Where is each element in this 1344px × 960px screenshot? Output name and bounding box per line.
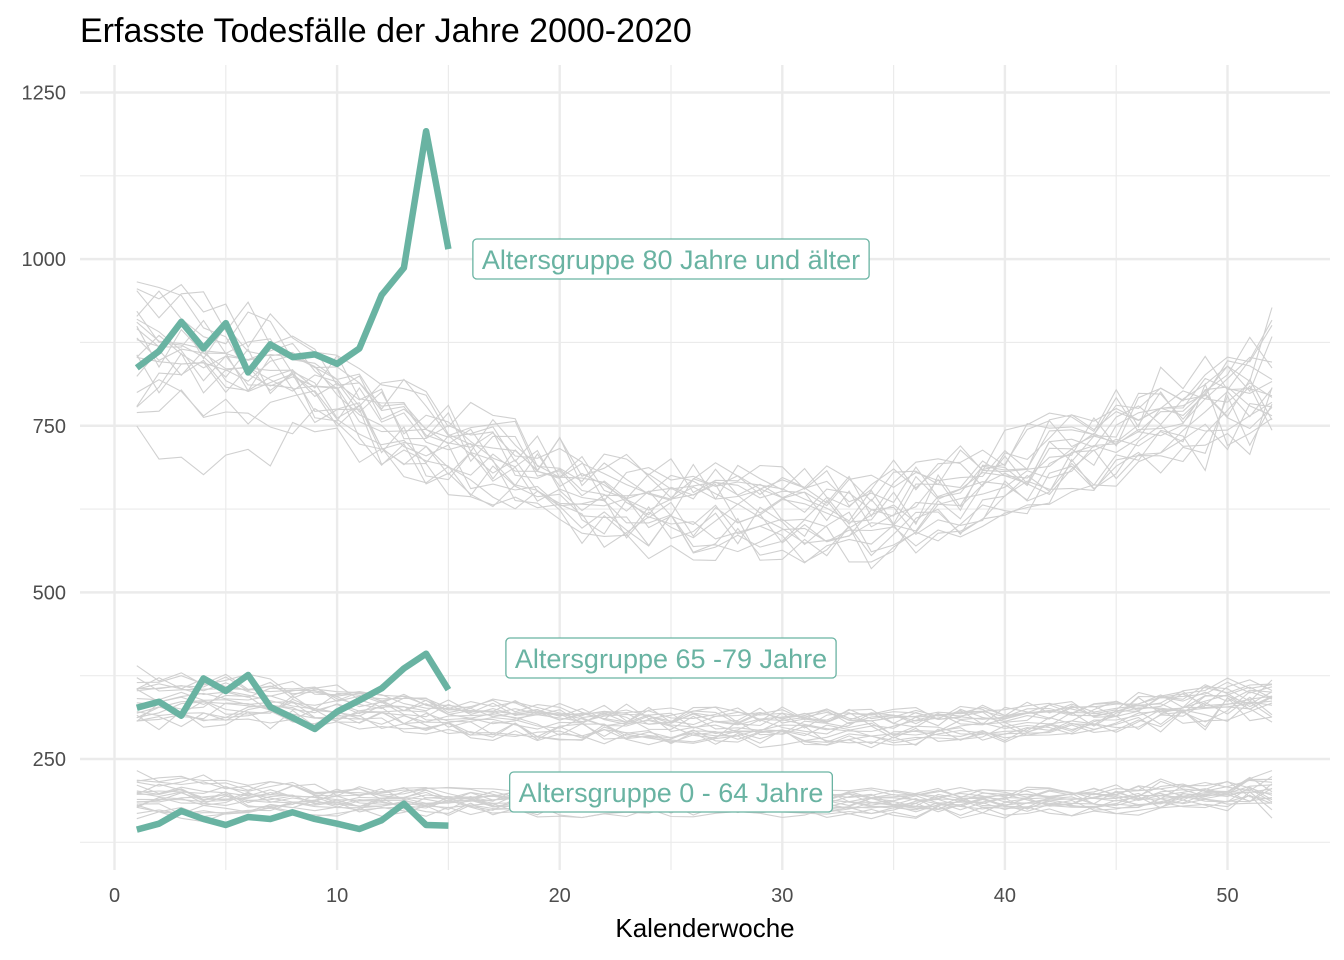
background-year-line (136, 389, 1273, 544)
background-year-line (136, 673, 1273, 726)
y-tick-label: 1000 (22, 249, 67, 271)
major-gridlines (80, 65, 1330, 870)
background-year-lines (136, 281, 1273, 823)
y-tick-label: 250 (33, 749, 66, 771)
y-axis-tick-labels: 250 500 750 1000 1250 (22, 83, 67, 772)
background-year-line (136, 359, 1273, 526)
background-year-line (136, 677, 1273, 722)
x-tick-label: 20 (549, 885, 571, 907)
x-axis-label: Kalenderwoche (615, 913, 794, 943)
series-label: Altersgruppe 80 Jahre und älter (472, 238, 870, 280)
background-year-line (136, 676, 1273, 725)
series-label-box (509, 771, 833, 813)
series-label-box (472, 238, 870, 280)
background-year-line (136, 689, 1273, 731)
background-year-line (136, 677, 1273, 724)
background-year-line (136, 336, 1273, 526)
background-year-line (136, 318, 1273, 563)
x-axis-tick-labels: 0 10 20 30 40 50 (109, 885, 1239, 907)
series-labels: Altersgruppe 80 Jahre und älter Altersgru… (472, 238, 870, 813)
minor-gridlines (80, 65, 1330, 870)
background-year-line (136, 320, 1273, 518)
background-year-line (136, 354, 1273, 528)
background-year-line (136, 701, 1273, 737)
background-year-line (136, 321, 1273, 561)
series-label: Altersgruppe 0 - 64 Jahre (509, 771, 833, 813)
x-tick-label: 0 (109, 885, 120, 907)
y-tick-label: 500 (33, 582, 66, 604)
highlight-series-line (134, 127, 452, 376)
highlighted-2020-lines (134, 127, 452, 833)
background-year-line (136, 334, 1273, 514)
chart-title: Erfasste Todesfälle der Jahre 2000-2020 (80, 12, 692, 50)
background-year-line (136, 691, 1273, 744)
highlight-series-line (135, 650, 452, 733)
background-year-line (136, 290, 1273, 502)
background-year-line (136, 691, 1273, 740)
background-year-line (136, 310, 1273, 553)
x-tick-label: 10 (326, 885, 348, 907)
x-tick-label: 30 (771, 885, 793, 907)
y-tick-label: 750 (33, 416, 66, 438)
background-year-line (136, 336, 1273, 507)
x-tick-label: 50 (1216, 885, 1238, 907)
series-label: Altersgruppe 65 -79 Jahre (505, 637, 837, 679)
y-tick-label: 1250 (22, 83, 67, 105)
background-year-line (136, 349, 1273, 526)
background-year-line (136, 319, 1273, 508)
background-year-line (136, 281, 1273, 564)
background-year-line (136, 379, 1273, 538)
background-year-line (136, 319, 1273, 544)
series-label-text: Altersgruppe 80 Jahre und älter (482, 245, 860, 275)
x-tick-label: 40 (994, 885, 1016, 907)
highlight-series-line (135, 800, 449, 833)
series-label-text: Altersgruppe 65 -79 Jahre (515, 644, 827, 674)
background-year-line (136, 681, 1273, 725)
series-label-box (505, 637, 837, 679)
background-year-line (136, 394, 1273, 570)
series-label-text: Altersgruppe 0 - 64 Jahre (519, 778, 824, 808)
